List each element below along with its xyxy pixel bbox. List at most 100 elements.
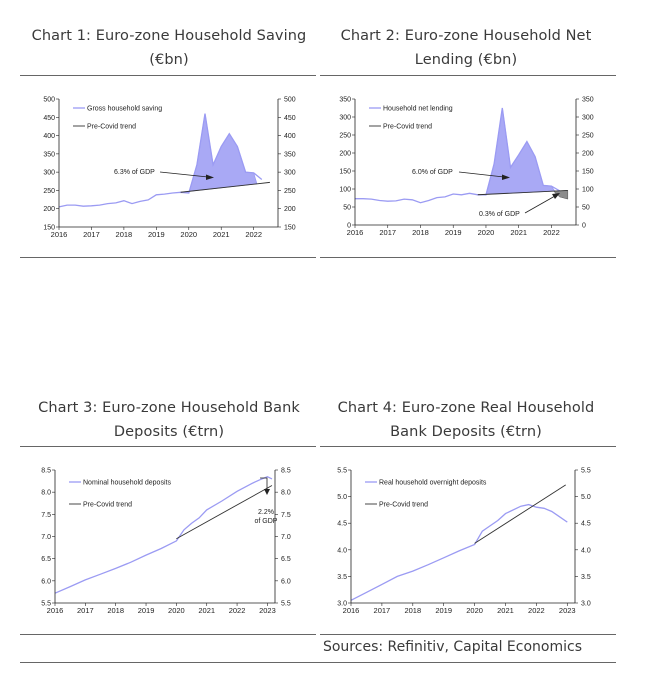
chart2-trend-line [477, 189, 568, 196]
rule-top-right [320, 75, 616, 76]
chart2-title: Chart 2: Euro-zone Household Net Lending… [340, 28, 592, 68]
chart2-annotation2: 0.3% of GDP [479, 211, 520, 218]
x-tick-label: 2019 [148, 230, 165, 239]
chart1-title: Chart 1: Euro-zone Household Saving (€bn… [31, 28, 307, 68]
rule-mid-left [20, 257, 316, 258]
x-tick-label: 2016 [347, 228, 364, 237]
x-tick-label: 2022 [245, 230, 262, 239]
y-tick-label-right: 150 [582, 169, 594, 176]
legend-label-trend: Pre-Covid trend [379, 502, 428, 509]
y-tick-label-right: 300 [582, 115, 594, 122]
chart1-annotation: 6.3% of GDP [114, 169, 155, 176]
chart3-annotation-line2: of GDP [255, 518, 278, 525]
x-tick-label: 2021 [497, 606, 514, 615]
y-tick-label-left: 250 [43, 188, 55, 195]
y-tick-label-right: 5.5 [281, 601, 291, 608]
y-tick-label-left: 400 [43, 133, 55, 140]
x-tick-label: 2023 [559, 606, 576, 615]
rule-mid-right [320, 257, 616, 258]
y-tick-label-left: 150 [43, 225, 55, 232]
y-tick-label-right: 8.0 [281, 490, 291, 497]
chart1-series-line [58, 113, 263, 208]
rule-bottom-left [20, 634, 316, 635]
y-tick-label-right: 500 [284, 97, 296, 104]
y-tick-label-left: 300 [43, 170, 55, 177]
x-tick-label: 2018 [116, 230, 133, 239]
x-tick-label: 2019 [435, 606, 452, 615]
y-tick-label-right: 100 [582, 187, 594, 194]
y-tick-label-right: 200 [284, 206, 296, 213]
y-tick-label-left: 250 [339, 133, 351, 140]
chart2-annotation: 6.0% of GDP [412, 169, 453, 176]
sources-note: Sources: Refinitiv, Capital Economics [322, 639, 582, 655]
y-tick-label-left: 50 [343, 205, 351, 212]
y-tick-label-right: 50 [582, 205, 590, 212]
chart3-household-bank-deposits: 8.5 8.0 7.5 7.0 6.5 6.0 5.5 8.5 8.0 7.5 7.0 6.5 6.0 5… [41, 468, 291, 616]
x-tick-label: 2018 [404, 606, 421, 615]
y-tick-label-left: 350 [43, 151, 55, 158]
y-tick-label-left: 6.5 [41, 556, 51, 563]
y-tick-label-left: 6.0 [41, 578, 51, 585]
legend-label-trend: Pre-Covid trend [87, 124, 136, 131]
rule-final [20, 662, 616, 663]
x-tick-label: 2020 [180, 230, 197, 239]
legend-label-trend: Pre-Covid trend [383, 124, 432, 131]
x-tick-label: 2018 [412, 228, 429, 237]
y-tick-label-left: 7.0 [41, 534, 51, 541]
y-tick-label-right: 5.5 [581, 468, 591, 475]
y-tick-label-left: 350 [339, 97, 351, 104]
chart4-title: Chart 4: Euro-zone Real Household Bank D… [337, 400, 595, 440]
legend-label-series: Nominal household deposits [83, 480, 171, 487]
x-tick-label: 2021 [213, 230, 230, 239]
y-tick-label-right: 350 [284, 151, 296, 158]
legend-label-series: Household net lending [383, 106, 453, 113]
y-tick-label-right: 350 [582, 97, 594, 104]
y-tick-label-left: 5.5 [41, 601, 51, 608]
x-tick-label: 2020 [168, 606, 185, 615]
y-tick-label-left: 4.5 [337, 521, 347, 528]
y-tick-label-right: 250 [284, 188, 296, 195]
x-tick-label: 2022 [528, 606, 545, 615]
x-tick-label: 2017 [77, 606, 94, 615]
y-tick-label-left: 200 [339, 151, 351, 158]
legend-label-series: Gross household saving [87, 106, 162, 113]
y-tick-label-right: 6.5 [281, 556, 291, 563]
x-tick-label: 2018 [107, 606, 124, 615]
chart2-series-line [355, 107, 560, 204]
y-tick-label-right: 150 [284, 225, 296, 232]
chart4-series-line [350, 503, 568, 601]
y-tick-label-right: 6.0 [281, 578, 291, 585]
legend-label-trend: Pre-Covid trend [83, 502, 132, 509]
y-tick-label-left: 500 [43, 97, 55, 104]
chart3-trend-line [176, 485, 273, 540]
rule-top-left [20, 75, 316, 76]
chart2-annotation2-arrow [524, 195, 556, 214]
chart4-trend-line [474, 484, 566, 544]
y-tick-label-left: 8.0 [41, 490, 51, 497]
rule-low-left [20, 446, 316, 447]
y-tick-label-left: 4.0 [337, 547, 347, 554]
y-tick-label-right: 200 [582, 151, 594, 158]
x-tick-label: 2017 [374, 606, 391, 615]
y-tick-label-left: 3.0 [337, 601, 347, 608]
y-tick-label-left: 7.5 [41, 512, 51, 519]
y-tick-label-left: 3.5 [337, 574, 347, 581]
chart3-arrowhead [264, 488, 270, 495]
chart3-annotation-line1: 2.2% [258, 509, 274, 516]
chart2-arrowhead2 [552, 193, 560, 199]
y-tick-label-left: 5.0 [337, 494, 347, 501]
y-tick-label-left: 150 [339, 169, 351, 176]
chart1-arrowhead [206, 174, 214, 180]
chart2-household-net-lending: 350 300 250 200 150 100 50 0 350 300 250 200 150 100 5… [339, 97, 594, 238]
x-tick-label: 2017 [83, 230, 100, 239]
chart3-title: Chart 3: Euro-zone Household Bank Deposi… [38, 400, 300, 440]
y-tick-label-left: 450 [43, 115, 55, 122]
x-tick-label: 2021 [198, 606, 215, 615]
x-tick-label: 2016 [47, 606, 64, 615]
x-tick-label: 2019 [138, 606, 155, 615]
y-tick-label-right: 7.0 [281, 534, 291, 541]
y-tick-label-right: 450 [284, 115, 296, 122]
y-tick-label-right: 8.5 [281, 468, 291, 475]
y-tick-label-right: 400 [284, 133, 296, 140]
x-tick-label: 2022 [229, 606, 246, 615]
